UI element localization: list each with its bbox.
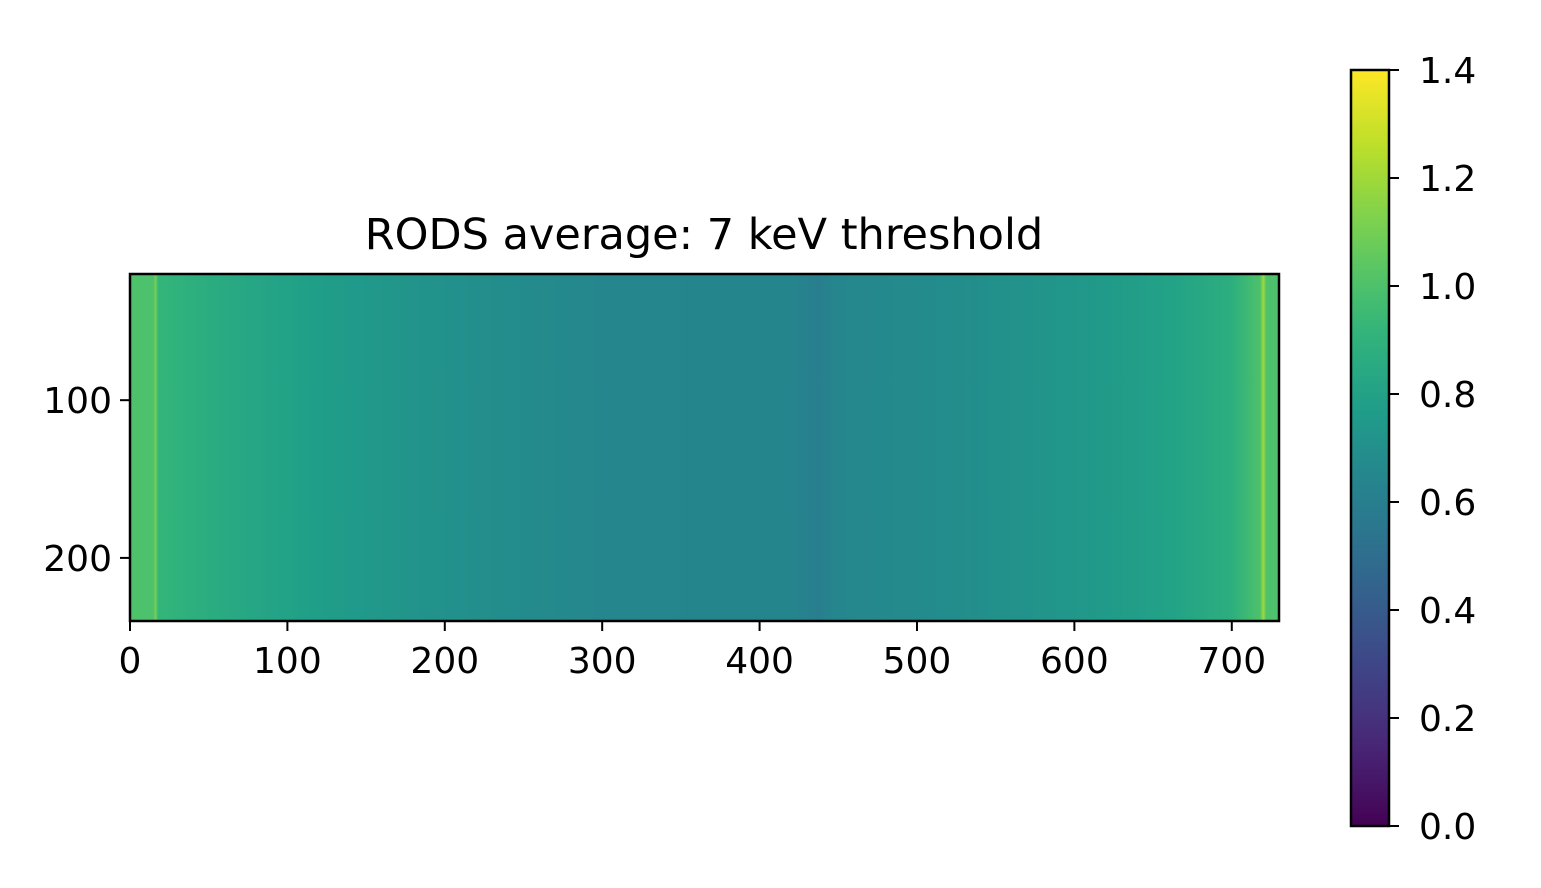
colorbar-tick-label: 1.0: [1419, 267, 1476, 308]
x-tick-label: 100: [253, 641, 322, 682]
x-tick-label: 300: [568, 641, 637, 682]
x-tick-label: 400: [725, 641, 794, 682]
colorbar-tick-label: 1.2: [1419, 159, 1476, 200]
colorbar-tick-label: 0.2: [1419, 699, 1476, 740]
colorbar-tick-label: 0.8: [1419, 375, 1476, 416]
y-axis: 100 200: [43, 381, 130, 580]
x-tick-label: 600: [1040, 641, 1109, 682]
y-tick-label: 100: [43, 381, 112, 422]
colorbar-tick-label: 0.0: [1419, 807, 1476, 848]
colorbar-frame: [1349, 68, 1391, 828]
colorbar-tick-label: 0.6: [1419, 483, 1476, 524]
y-tick-label: 200: [43, 539, 112, 580]
x-tick-label: 500: [883, 641, 952, 682]
colorbar-tick-label: 0.4: [1419, 591, 1476, 632]
x-tick-label: 700: [1197, 641, 1266, 682]
colorbar: [1351, 70, 1389, 826]
x-tick-label: 0: [119, 641, 142, 682]
x-tick-label: 200: [410, 641, 479, 682]
plot-frame: [128, 272, 1281, 623]
colorbar-tick-label: 1.4: [1419, 51, 1476, 92]
colorbar-axis: 0.0 0.2 0.4 0.6 0.8 1.0 1.2 1.4: [1389, 51, 1476, 848]
heatmap-image: [130, 274, 1279, 621]
x-axis: 0 100 200 300 400 500 600 700: [119, 621, 1266, 682]
chart-title: RODS average: 7 keV threshold: [365, 210, 1043, 260]
